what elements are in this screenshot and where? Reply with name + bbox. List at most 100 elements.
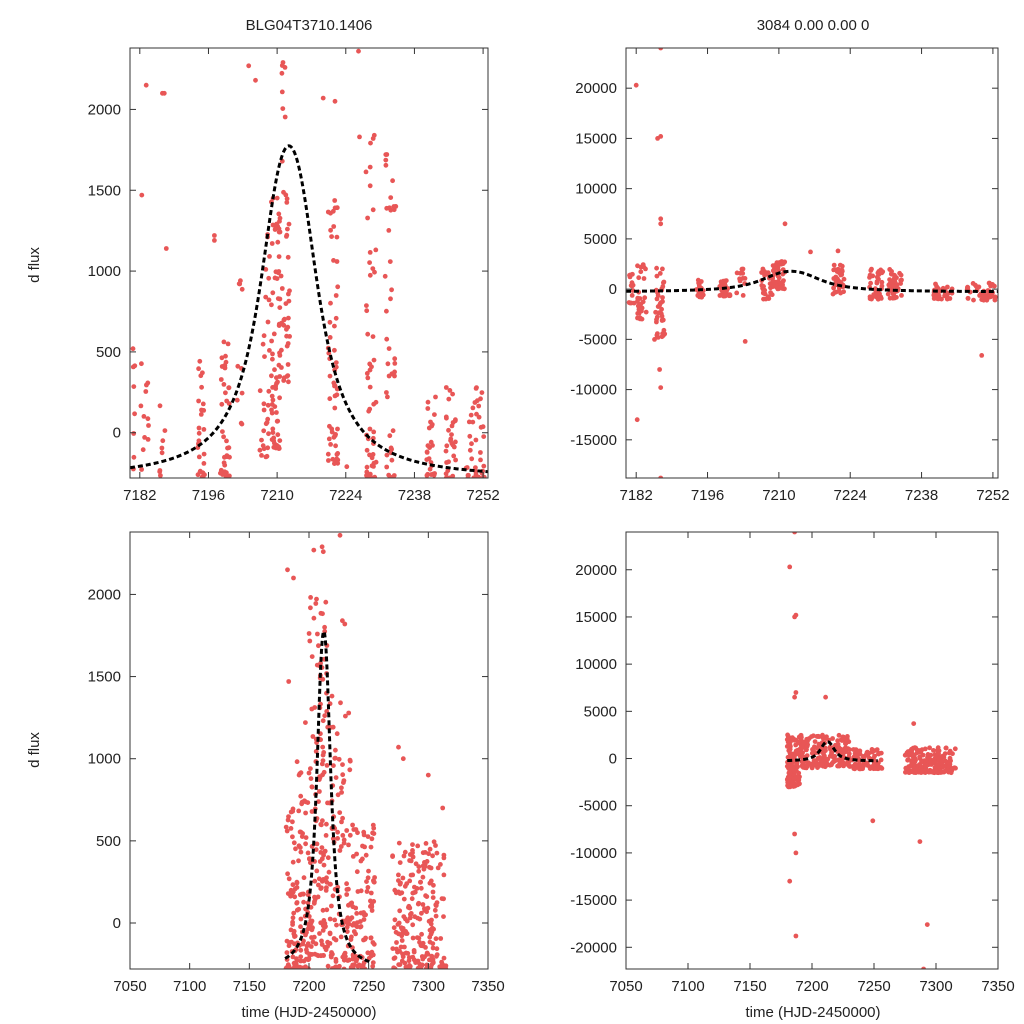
outlier-point	[787, 878, 793, 884]
data-point	[386, 228, 392, 233]
data-point	[869, 764, 874, 770]
data-point	[466, 419, 472, 425]
data-point	[430, 960, 436, 966]
data-point	[430, 945, 436, 951]
data-point	[874, 279, 880, 284]
data-point	[139, 467, 145, 472]
data-point	[443, 475, 449, 478]
outlier-point	[332, 98, 338, 104]
y-tick-label: 10000	[575, 656, 617, 673]
data-point	[396, 840, 402, 846]
data-point	[308, 918, 314, 924]
data-point	[275, 270, 281, 276]
data-point	[324, 875, 329, 881]
data-point	[923, 766, 929, 771]
data-point	[341, 966, 347, 969]
data-point	[218, 377, 224, 382]
data-point	[284, 343, 290, 349]
data-point	[333, 956, 339, 962]
data-point	[139, 361, 144, 367]
data-point	[857, 748, 863, 754]
data-point	[332, 383, 337, 389]
data-point	[391, 965, 397, 969]
data-point	[223, 474, 229, 478]
data-point	[319, 885, 324, 891]
data-point	[981, 295, 986, 301]
data-point	[140, 447, 146, 453]
data-point	[630, 271, 635, 277]
data-point	[338, 700, 343, 706]
data-point	[427, 445, 432, 450]
data-point	[427, 880, 433, 886]
data-point	[292, 894, 298, 900]
data-point	[796, 775, 802, 781]
y-tick-label: -15000	[570, 892, 617, 909]
data-point	[327, 916, 333, 922]
data-point	[314, 841, 320, 847]
data-point	[297, 771, 303, 777]
data-point	[821, 760, 827, 765]
data-point	[287, 966, 293, 969]
data-point	[365, 215, 370, 221]
data-point	[196, 454, 202, 460]
outlier-point	[356, 48, 361, 54]
data-point	[424, 894, 430, 899]
data-point	[659, 306, 664, 312]
data-point	[696, 280, 702, 286]
outlier-point	[793, 690, 799, 695]
data-point	[344, 892, 350, 897]
data-point	[942, 751, 948, 756]
data-point	[717, 293, 723, 298]
data-point	[447, 388, 453, 393]
data-point	[350, 854, 356, 859]
data-point	[419, 910, 424, 916]
data-point	[320, 907, 326, 913]
data-point	[785, 783, 790, 788]
data-point	[322, 624, 327, 630]
data-point	[399, 938, 405, 943]
data-point	[296, 858, 301, 864]
data-point	[391, 473, 397, 478]
data-point	[290, 915, 296, 921]
data-point	[441, 914, 446, 919]
data-point	[315, 631, 320, 637]
outlier-point	[163, 246, 169, 251]
outlier-point	[440, 805, 446, 811]
data-point	[418, 879, 423, 885]
data-point	[221, 339, 227, 345]
data-point	[654, 319, 659, 325]
data-point	[219, 401, 225, 407]
data-point	[397, 860, 403, 865]
data-point	[275, 239, 281, 245]
data-point	[388, 195, 394, 201]
x-tick-label: 7238	[398, 487, 431, 504]
data-point	[299, 891, 305, 897]
data-point	[307, 856, 312, 862]
outlier-point	[835, 248, 841, 254]
data-point	[159, 445, 165, 451]
data-point	[661, 327, 667, 333]
data-point	[298, 958, 304, 964]
data-point	[335, 792, 341, 798]
data-point	[132, 411, 138, 417]
data-point	[401, 896, 407, 902]
y-tick-label: 0	[609, 751, 617, 768]
data-point	[265, 402, 271, 408]
data-point	[444, 443, 450, 449]
data-point	[473, 465, 478, 470]
data-point	[330, 724, 336, 730]
data-point	[334, 922, 339, 928]
data-point	[312, 894, 317, 900]
data-point	[367, 164, 373, 170]
data-point	[422, 850, 428, 855]
data-point	[797, 754, 803, 759]
data-point	[893, 284, 899, 290]
data-point	[288, 887, 294, 893]
data-point	[328, 442, 333, 447]
data-point	[281, 317, 287, 323]
data-point	[343, 713, 348, 719]
data-point	[306, 956, 312, 962]
data-point	[279, 286, 285, 291]
data-point	[390, 428, 396, 434]
data-point	[429, 953, 435, 959]
